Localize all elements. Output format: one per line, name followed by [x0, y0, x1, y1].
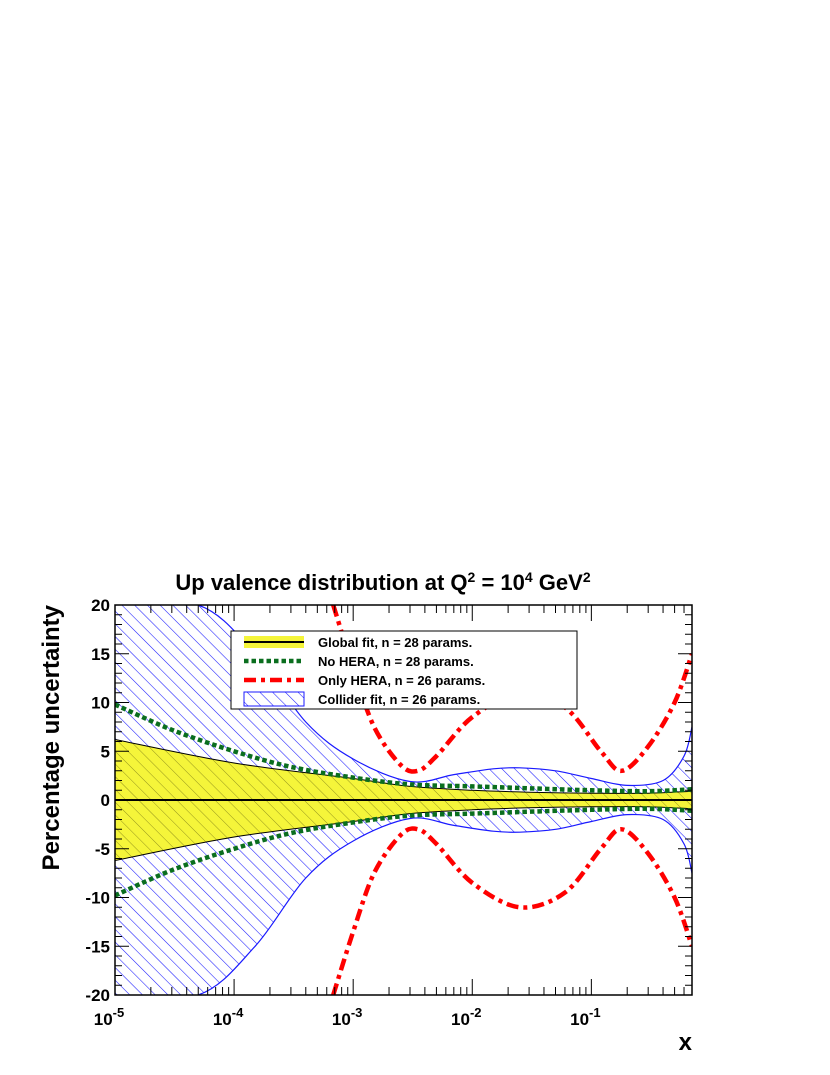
y-tick-label: -20	[85, 986, 110, 1005]
x-tick-label: 10-5	[94, 1005, 124, 1029]
y-tick-label: 5	[101, 742, 110, 761]
legend-label: Only HERA, n = 26 params.	[318, 673, 485, 688]
x-axis-label: x	[679, 1029, 693, 1056]
legend: Global fit, n = 28 params. No HERA, n = 2…	[230, 630, 578, 710]
x-tick-label: 10-3	[332, 1005, 362, 1029]
y-tick-label: 20	[91, 596, 110, 615]
x-tick-label: 10-1	[570, 1005, 600, 1029]
legend-label: No HERA, n = 28 params.	[318, 654, 474, 669]
no-hera-lower-line	[115, 806, 692, 898]
collider-fit-lower-edge	[115, 813, 692, 995]
global-fit-upper-edge	[115, 739, 692, 794]
y-tick-label: 15	[91, 645, 110, 664]
global-fit-lower-edge	[115, 806, 692, 861]
y-tick-label: 10	[91, 694, 110, 713]
y-axis-label: Percentage uncertainty	[38, 604, 65, 870]
legend-label: Collider fit, n = 26 params.	[318, 692, 480, 707]
y-tick-label: -15	[85, 937, 110, 956]
y-tick-label: 0	[101, 791, 110, 810]
x-tick-label: 10-2	[451, 1005, 481, 1029]
y-tick-label: -5	[95, 840, 110, 859]
only-hera-lower-line	[331, 826, 692, 995]
x-tick-label: 10-4	[213, 1005, 244, 1029]
no-hera-upper-line	[115, 702, 692, 794]
legend-label: Global fit, n = 28 params.	[318, 635, 472, 650]
chart-title: Up valence distribution at Q2 = 104 GeV2	[175, 569, 590, 595]
y-tick-label: -10	[85, 889, 110, 908]
legend-collider-swatch	[243, 691, 305, 707]
